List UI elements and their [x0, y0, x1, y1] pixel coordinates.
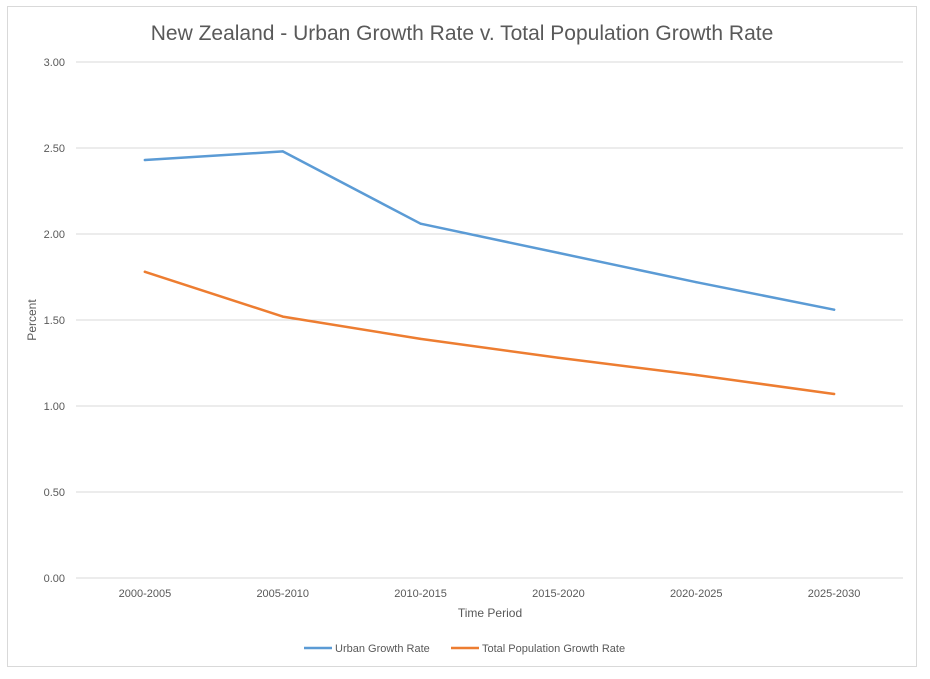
x-tick-label: 2020-2025: [670, 588, 723, 600]
y-tick-label: 1.00: [44, 401, 65, 413]
data-point: [557, 356, 560, 360]
x-tick-label: 2015-2020: [532, 588, 585, 600]
y-tick-label: 1.50: [44, 315, 65, 327]
legend: Urban Growth Rate Total Population Growth…: [304, 643, 625, 655]
y-axis-title: Percent: [25, 299, 39, 341]
chart-title: New Zealand - Urban Growth Rate v. Total…: [151, 22, 774, 45]
x-axis-title: Time Period: [458, 606, 522, 620]
series-line-1: [143, 270, 836, 396]
y-tick-label: 3.00: [44, 57, 65, 69]
data-point: [419, 337, 422, 341]
legend-label: Total Population Growth Rate: [482, 643, 625, 655]
data-point: [143, 270, 147, 274]
x-tick-label: 2025-2030: [808, 588, 861, 600]
legend-item: Urban Growth Rate: [304, 643, 430, 655]
y-tick-label: 0.00: [44, 573, 65, 585]
x-tick-label: 2000-2005: [119, 588, 172, 600]
data-point: [557, 251, 560, 255]
legend-label: Urban Growth Rate: [335, 643, 430, 655]
data-point: [281, 315, 284, 318]
data-point: [695, 280, 698, 284]
chart-frame: [7, 6, 917, 667]
x-axis-ticks: 2000-2005 2005-2010 2010-2015 2015-2020 2020…: [119, 588, 861, 600]
gridlines: [76, 61, 903, 579]
data-point: [143, 158, 147, 162]
y-axis-ticks: 0.00 0.50 1.00 1.50 2.00 2.50 3.00: [44, 57, 65, 585]
data-point: [281, 150, 284, 153]
data-point: [832, 392, 836, 396]
data-point: [832, 308, 836, 311]
series-line-0: [143, 150, 836, 311]
y-tick-label: 0.50: [44, 487, 65, 499]
legend-item: Total Population Growth Rate: [451, 643, 625, 655]
y-tick-label: 2.50: [44, 143, 65, 155]
data-point: [695, 373, 698, 377]
x-tick-label: 2010-2015: [394, 588, 447, 600]
y-tick-label: 2.00: [44, 229, 65, 241]
data-point: [419, 222, 422, 225]
x-tick-label: 2005-2010: [256, 588, 309, 600]
series-lines: [143, 150, 836, 396]
